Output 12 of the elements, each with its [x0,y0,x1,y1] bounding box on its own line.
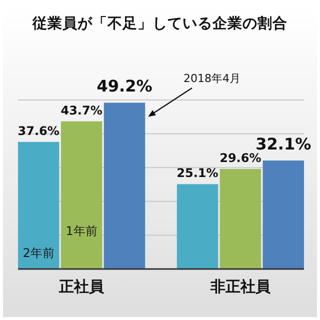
data-label: 32.1% [256,134,312,154]
chart-title: 従業員が「不足」している企業の割合 [32,15,288,32]
x-tick-label: 正社員 [58,278,106,296]
series-label: 1年前 [66,224,98,238]
series-label: 2年前 [22,246,54,260]
text: 2018年4月 [184,72,240,85]
x-tick-label: 非正社員 [209,278,272,296]
data-label: 43.7% [60,103,102,118]
data-label: 29.6% [220,150,262,165]
data-label: 49.2% [96,76,152,96]
data-label: 25.1% [176,166,218,180]
data-label: 37.6% [18,124,60,138]
